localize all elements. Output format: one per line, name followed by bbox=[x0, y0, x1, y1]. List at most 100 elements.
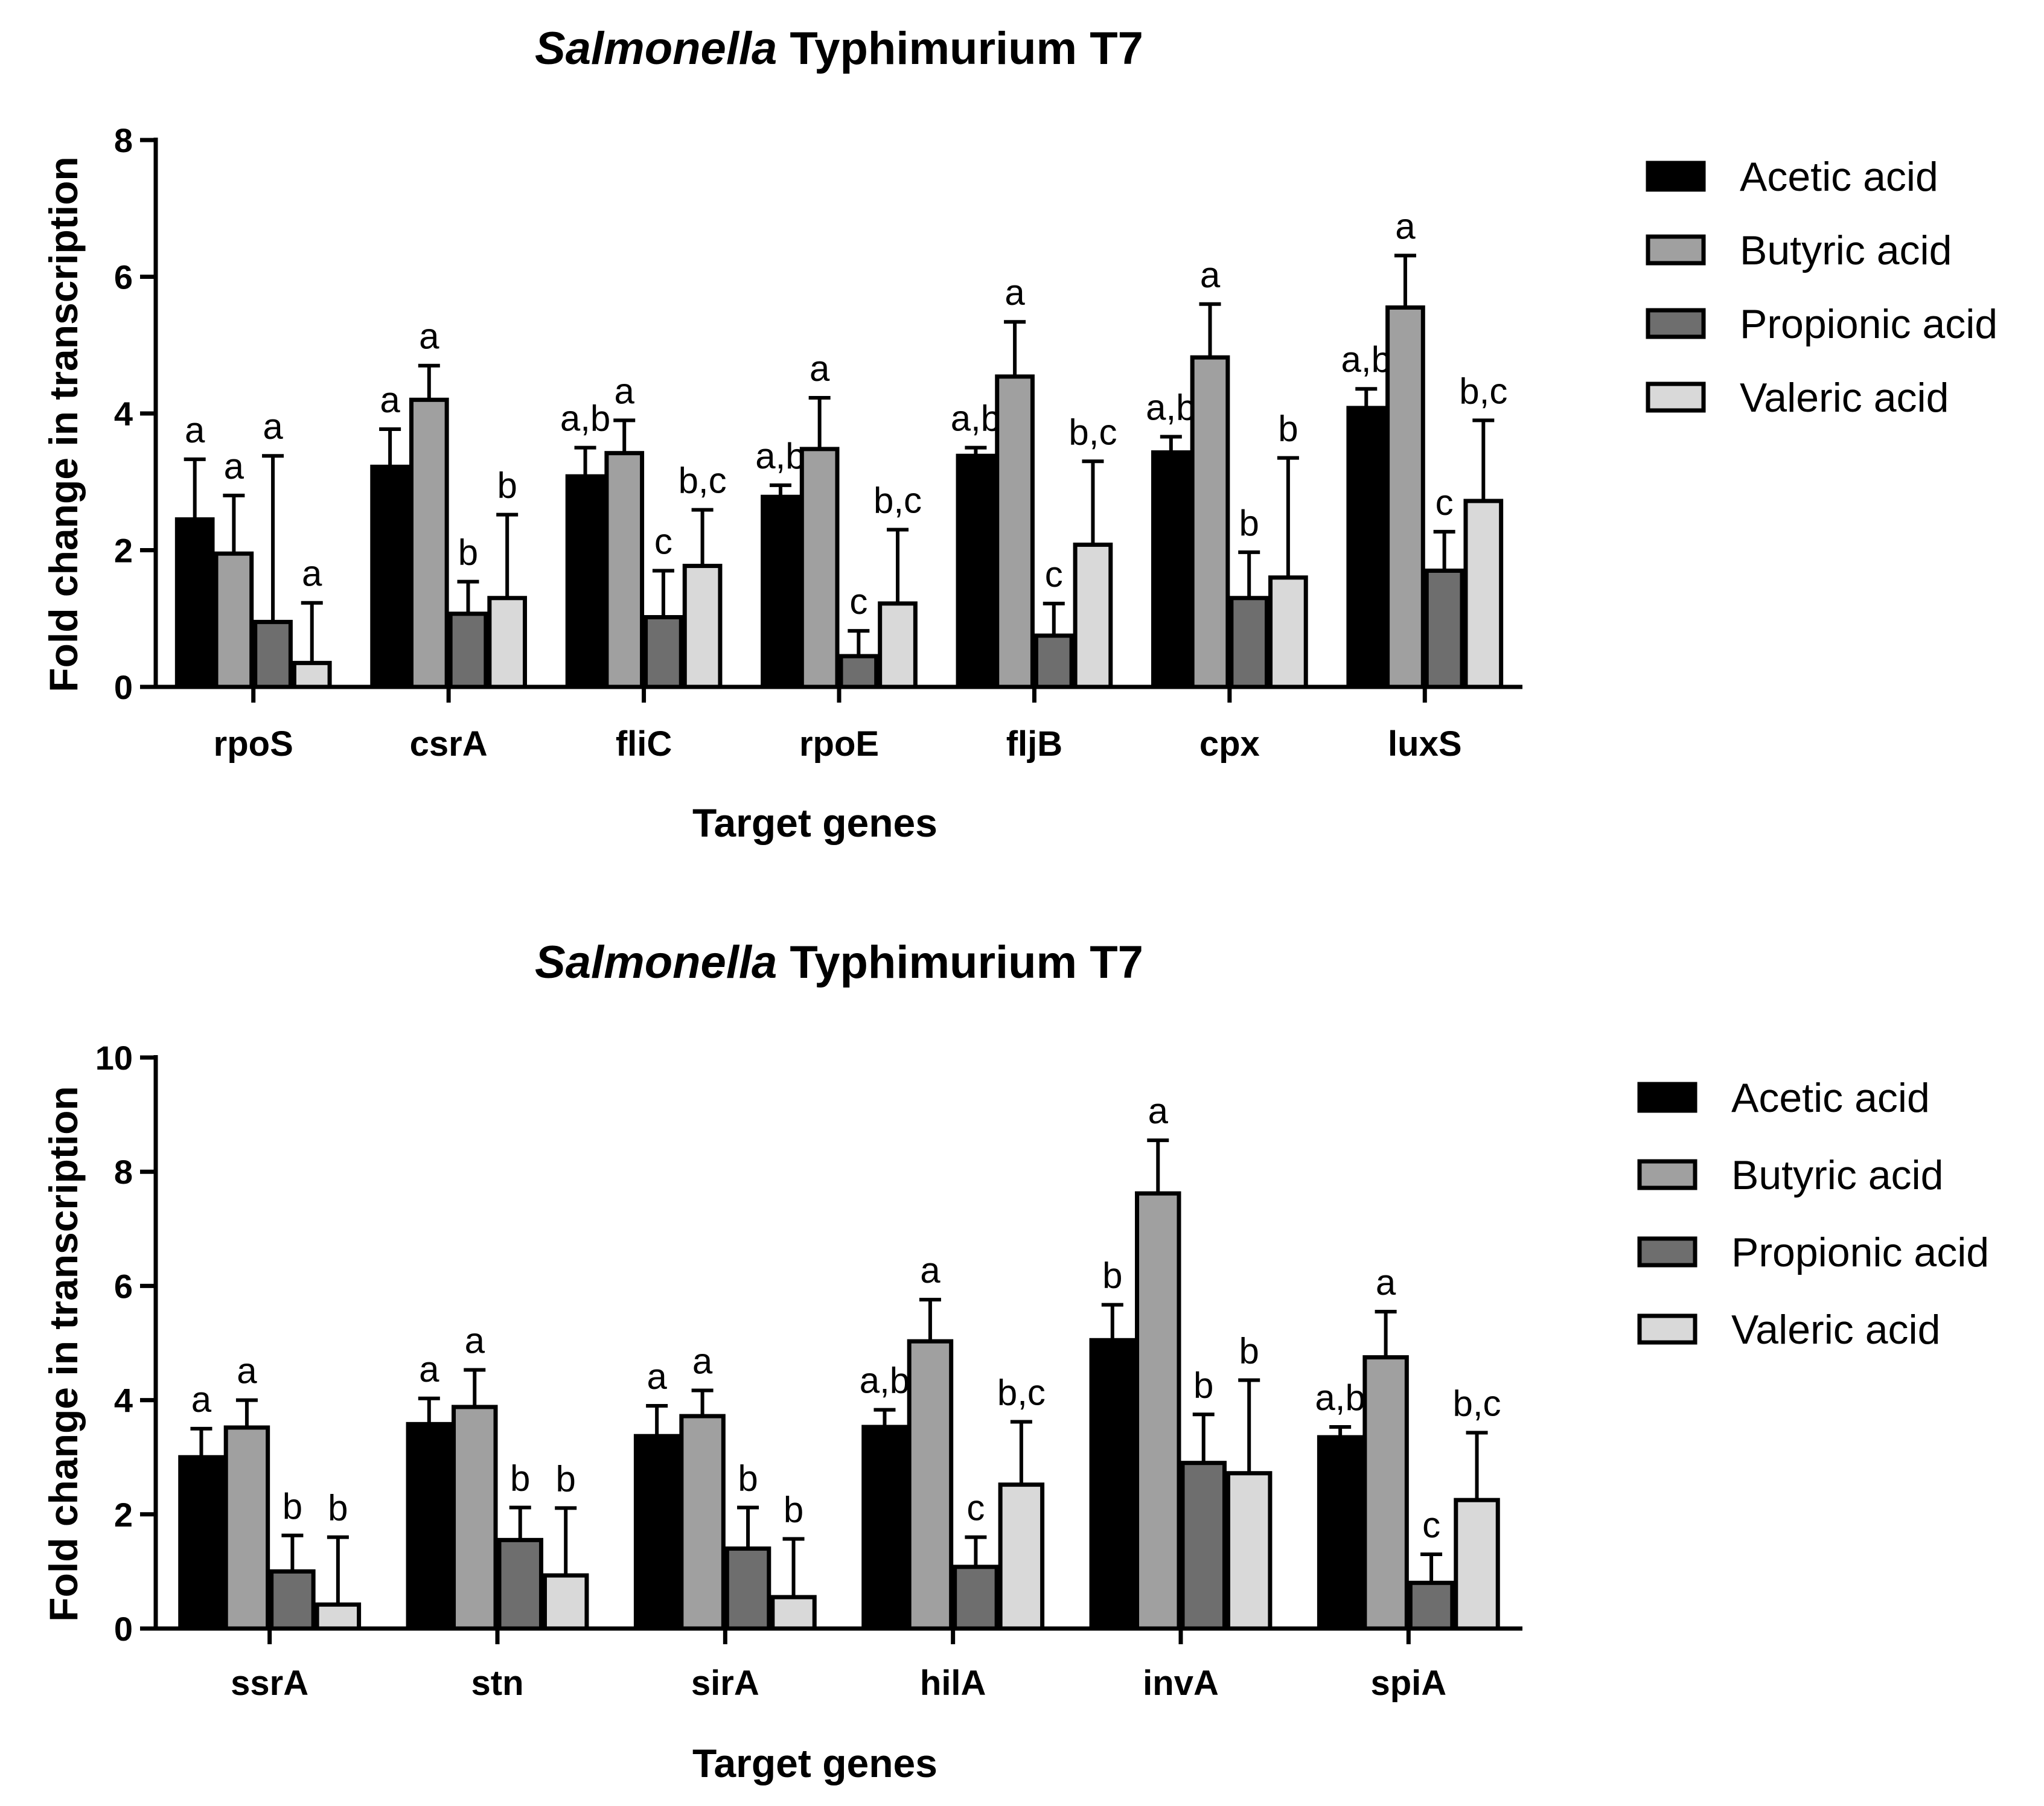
category-label-hilA: hilA bbox=[920, 1664, 986, 1703]
category-label-cpx: cpx bbox=[1199, 724, 1260, 764]
bar-invA-butyric-acid bbox=[1135, 1191, 1181, 1631]
chart-title: Salmonella Typhimurium T7 bbox=[535, 23, 1143, 74]
significance-label: a bbox=[1004, 272, 1025, 313]
legend-label: Propionic acid bbox=[1731, 1230, 1989, 1275]
y-axis-label: Fold change in transcription bbox=[41, 156, 86, 692]
significance-label: b,c bbox=[679, 461, 727, 501]
y-tick-label: 2 bbox=[114, 532, 133, 570]
significance-label: a bbox=[1376, 1262, 1396, 1303]
significance-label: a bbox=[191, 1379, 212, 1420]
bar-csrA-acetic-acid bbox=[370, 464, 410, 689]
bar-ssrA-propionic-acid bbox=[269, 1569, 316, 1631]
significance-label: b,c bbox=[873, 480, 922, 521]
y-tick-label: 6 bbox=[114, 258, 133, 296]
significance-label: b bbox=[328, 1488, 348, 1528]
legend-label: Propionic acid bbox=[1740, 301, 1998, 347]
significance-label: a,b bbox=[1146, 388, 1196, 428]
y-tick-label: 10 bbox=[95, 1039, 133, 1077]
category-label-fljB: fljB bbox=[1006, 724, 1062, 764]
chart-title-italic: Salmonella bbox=[535, 937, 777, 988]
significance-label: b,c bbox=[997, 1373, 1046, 1413]
legend-swatch-valeric-acid bbox=[1646, 381, 1706, 413]
bar-sirA-valeric-acid bbox=[770, 1595, 817, 1631]
significance-label: a bbox=[263, 406, 283, 447]
bar-sirA-propionic-acid bbox=[724, 1546, 771, 1631]
category-label-rpoS: rpoS bbox=[214, 724, 293, 764]
bar-rpoS-acetic-acid bbox=[174, 517, 215, 689]
significance-label: b bbox=[458, 532, 478, 573]
significance-label: a bbox=[1200, 255, 1221, 295]
bar-invA-valeric-acid bbox=[1225, 1471, 1273, 1631]
bar-spiA-propionic-acid bbox=[1408, 1580, 1455, 1631]
category-label-stn: stn bbox=[471, 1664, 524, 1703]
chart-title-italic: Salmonella bbox=[535, 23, 777, 74]
y-axis-label: Fold change in transcription bbox=[41, 1086, 86, 1621]
significance-label: a bbox=[1148, 1091, 1169, 1131]
significance-label: b bbox=[738, 1458, 758, 1498]
bar-csrA-butyric-acid bbox=[409, 397, 449, 689]
bar-invA-acetic-acid bbox=[1089, 1338, 1136, 1631]
category-label-fliC: fliC bbox=[616, 724, 672, 764]
y-tick-label: 2 bbox=[114, 1496, 133, 1534]
category-label-ssrA: ssrA bbox=[231, 1664, 308, 1703]
y-tick-label: 0 bbox=[114, 1610, 133, 1648]
significance-label: a bbox=[1395, 206, 1416, 246]
bar-rpoE-propionic-acid bbox=[838, 654, 879, 689]
bar-stn-valeric-acid bbox=[542, 1573, 589, 1631]
bar-spiA-butyric-acid bbox=[1362, 1355, 1409, 1631]
bar-fljB-valeric-acid bbox=[1073, 542, 1113, 689]
significance-label: b bbox=[510, 1458, 530, 1498]
significance-label: b bbox=[497, 465, 517, 506]
category-label-sirA: sirA bbox=[691, 1664, 759, 1703]
significance-label: b bbox=[1102, 1256, 1122, 1296]
significance-label: a bbox=[647, 1356, 667, 1397]
significance-label: b bbox=[1239, 1330, 1259, 1371]
chart-title-rest: Typhimurium T7 bbox=[777, 23, 1143, 74]
legend-label: Acetic acid bbox=[1740, 154, 1938, 200]
bar-rpoE-acetic-acid bbox=[761, 494, 800, 689]
significance-label: b,c bbox=[1459, 371, 1507, 411]
bar-fliC-propionic-acid bbox=[644, 614, 683, 689]
bar-hilA-butyric-acid bbox=[907, 1339, 954, 1631]
legend: Acetic acid Butyric acid Propionic acid Val… bbox=[1646, 154, 1998, 421]
significance-label: c bbox=[654, 521, 672, 561]
significance-label: b bbox=[1239, 503, 1259, 543]
significance-label: b bbox=[784, 1489, 803, 1530]
bar-ssrA-valeric-acid bbox=[315, 1602, 362, 1631]
bar-luxS-valeric-acid bbox=[1463, 499, 1504, 689]
legend-swatch-valeric-acid bbox=[1637, 1313, 1697, 1345]
significance-label: a,b bbox=[560, 398, 610, 439]
significance-label: b bbox=[283, 1486, 302, 1527]
significance-label: b bbox=[556, 1458, 576, 1499]
bar-rpoS-valeric-acid bbox=[292, 660, 332, 689]
significance-label: c bbox=[1045, 554, 1063, 595]
significance-label: a bbox=[920, 1250, 941, 1291]
bar-fliC-acetic-acid bbox=[565, 474, 605, 689]
bar-sirA-acetic-acid bbox=[633, 1434, 680, 1631]
bar-fljB-acetic-acid bbox=[956, 453, 996, 689]
category-label-invA: invA bbox=[1143, 1664, 1219, 1703]
bar-ssrA-acetic-acid bbox=[178, 1455, 225, 1631]
significance-label: b,c bbox=[1453, 1383, 1501, 1424]
bar-hilA-acetic-acid bbox=[861, 1425, 908, 1631]
legend-swatch-propionic-acid bbox=[1637, 1236, 1697, 1268]
bar-cpx-propionic-acid bbox=[1229, 596, 1270, 689]
bar-csrA-valeric-acid bbox=[487, 596, 528, 689]
chart-2: Salmonella Typhimurium T7 Fold change in … bbox=[41, 937, 1989, 1785]
significance-label: b bbox=[1278, 409, 1298, 449]
significance-label: a,b bbox=[755, 436, 805, 476]
bar-rpoE-valeric-acid bbox=[878, 601, 918, 689]
chart-1: Salmonella Typhimurium T7 Fold change in … bbox=[41, 23, 1998, 845]
y-tick-label: 8 bbox=[114, 121, 133, 159]
significance-label: c bbox=[1422, 1505, 1440, 1545]
bar-fliC-butyric-acid bbox=[604, 451, 645, 689]
significance-label: a,b bbox=[1315, 1377, 1365, 1418]
y-tick-label: 4 bbox=[114, 1382, 133, 1420]
significance-label: a bbox=[419, 316, 439, 357]
y-tick-label: 6 bbox=[114, 1267, 133, 1305]
category-label-luxS: luxS bbox=[1388, 724, 1462, 764]
significance-label: a bbox=[302, 554, 322, 594]
category-label-spiA: spiA bbox=[1370, 1664, 1446, 1703]
significance-label: a,b bbox=[860, 1361, 910, 1401]
